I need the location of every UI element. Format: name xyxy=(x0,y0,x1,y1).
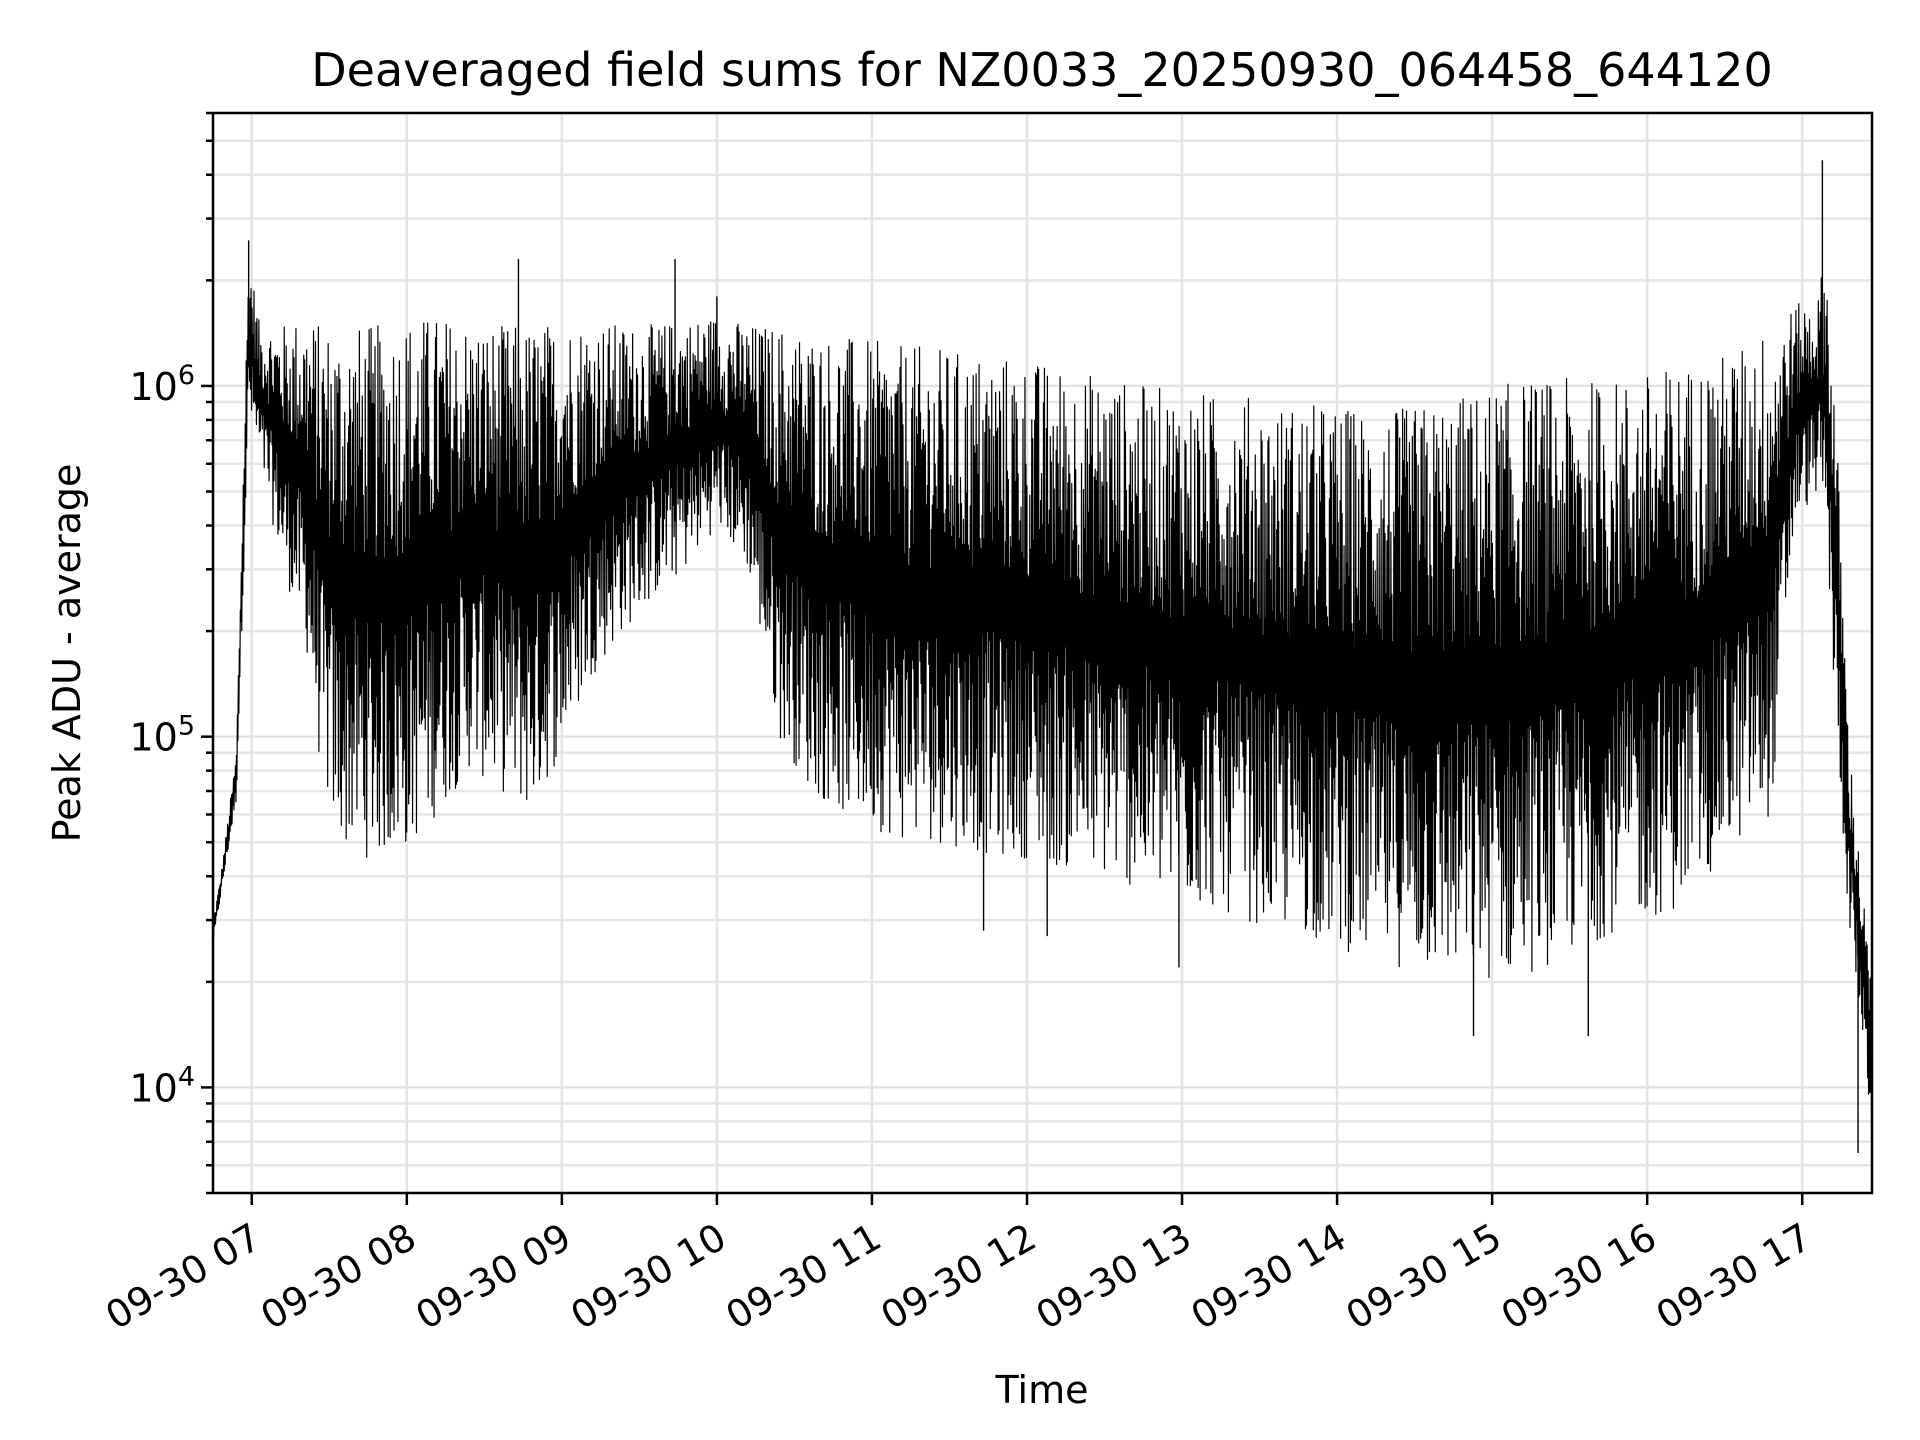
y-tick-label: 106 xyxy=(129,360,195,409)
y-tick-label-exponent: 6 xyxy=(178,360,195,391)
y-tick-label-base: 10 xyxy=(129,716,177,760)
series-line xyxy=(212,277,1873,1129)
y-tick-label: 104 xyxy=(129,1061,195,1110)
y-axis-label: Peak ADU - average xyxy=(45,464,89,843)
y-tick-label: 105 xyxy=(129,711,195,760)
y-tick-label-base: 10 xyxy=(129,365,177,409)
series-layer xyxy=(212,160,1873,1154)
plot-area-frame xyxy=(211,111,1874,1195)
y-tick-label-base: 10 xyxy=(129,1066,177,1110)
y-tick-label-exponent: 4 xyxy=(178,1061,195,1092)
x-axis-label: Time xyxy=(995,1368,1089,1412)
chart-title: Deaveraged field sums for NZ0033_2025093… xyxy=(311,43,1772,97)
y-tick-label-exponent: 5 xyxy=(178,711,195,742)
